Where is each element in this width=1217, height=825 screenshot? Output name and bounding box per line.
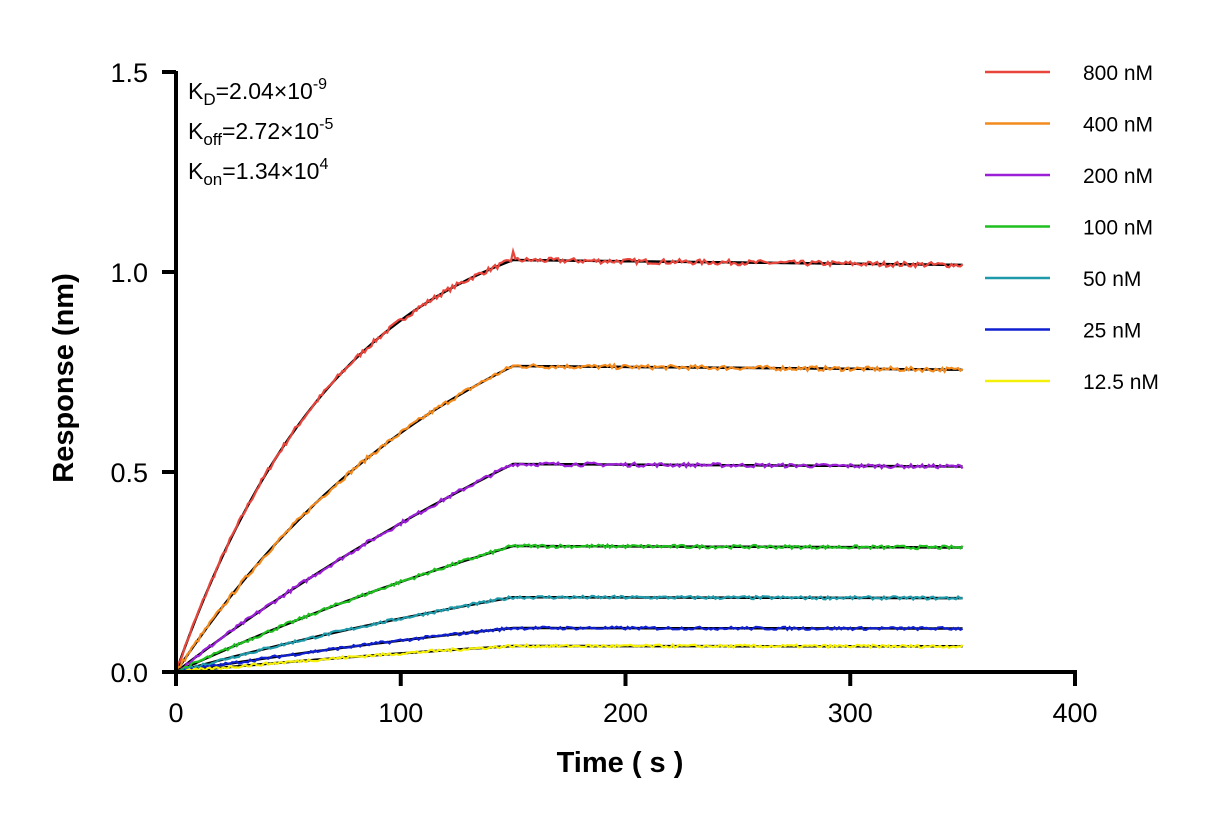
series-line-12-5-nm bbox=[175, 642, 964, 674]
series-line-800-nm bbox=[174, 246, 964, 673]
legend-label: 12.5 nM bbox=[1083, 371, 1159, 394]
y-tick-label: 1.5 bbox=[110, 58, 148, 88]
series-line-400-nm bbox=[175, 362, 964, 672]
x-tick-label: 100 bbox=[378, 698, 423, 728]
y-tick-label: 0.0 bbox=[110, 658, 148, 688]
y-axis-title: Response (nm) bbox=[48, 273, 80, 482]
x-tick-label: 400 bbox=[1052, 698, 1097, 728]
legend-label: 400 nM bbox=[1083, 114, 1153, 137]
fit-curve bbox=[175, 644, 963, 674]
legend-label: 25 nM bbox=[1083, 320, 1141, 343]
x-tick-label: 0 bbox=[168, 698, 183, 728]
fit-curve bbox=[175, 626, 963, 674]
legend-label: 100 nM bbox=[1083, 217, 1153, 240]
legend-label: 800 nM bbox=[1083, 62, 1153, 85]
y-tick-label: 0.5 bbox=[110, 458, 148, 488]
series-line-200-nm bbox=[176, 461, 964, 674]
legend: 800 nM 400 nM 200 nM 100 nM 50 nM 25 nM 12.5 n… bbox=[985, 62, 1159, 394]
tick-labels: 0 100 200 300 400 0.0 0.5 1.0 1.5 bbox=[110, 58, 1097, 728]
legend-label: 200 nM bbox=[1083, 165, 1153, 188]
series-line-100-nm bbox=[175, 542, 964, 674]
kinetic-constant-label: Kon=1.34×104 bbox=[188, 156, 328, 189]
y-tick-label: 1.0 bbox=[110, 258, 148, 288]
kinetic-constant-label: Koff=2.72×10-5 bbox=[188, 116, 333, 149]
legend-label: 50 nM bbox=[1083, 268, 1141, 291]
series-line-50-nm bbox=[176, 594, 963, 674]
x-tick-label: 300 bbox=[828, 698, 873, 728]
kinetic-constants: KD=2.04×10-9 Koff=2.72×10-5 Kon=1.34×104 bbox=[188, 76, 333, 189]
series-line-25-nm bbox=[175, 625, 963, 674]
series-lines bbox=[174, 246, 964, 674]
x-axis-title: Time ( s ) bbox=[557, 747, 684, 779]
x-tick-label: 200 bbox=[603, 698, 648, 728]
kinetic-constant-label: KD=2.04×10-9 bbox=[188, 76, 327, 109]
